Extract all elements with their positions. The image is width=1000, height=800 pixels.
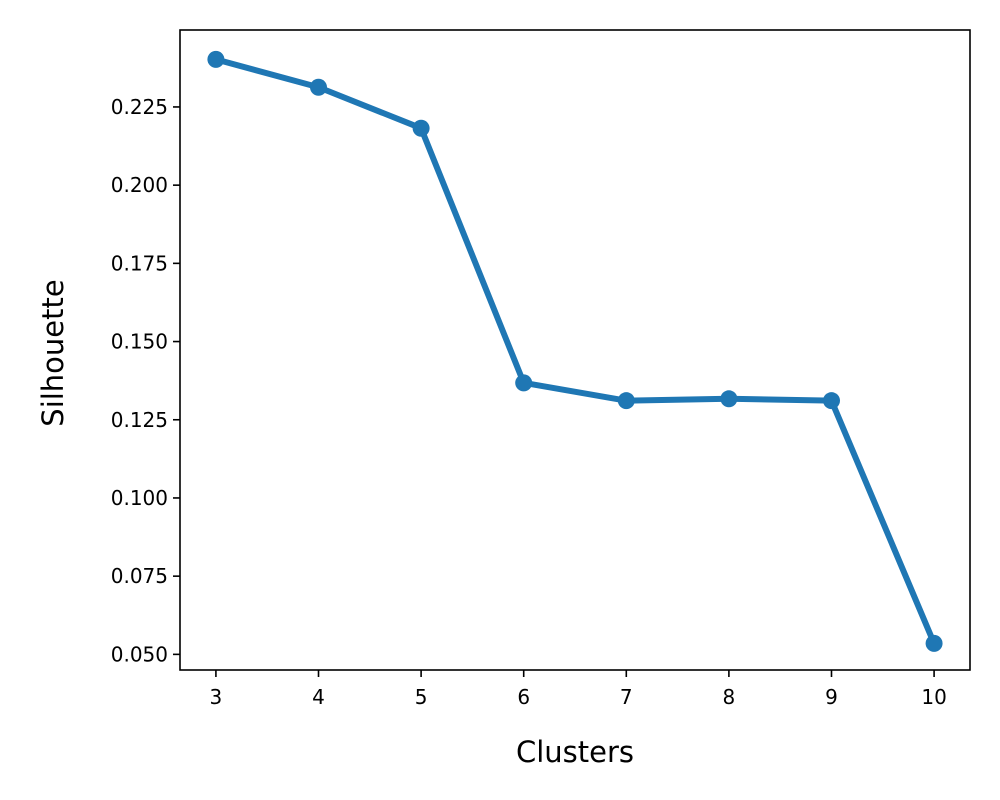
y-tick-label: 0.100	[111, 486, 168, 510]
data-point	[412, 119, 430, 137]
y-tick-label: 0.150	[111, 330, 168, 354]
y-tick-label: 0.225	[111, 95, 168, 119]
series-layer	[207, 50, 943, 652]
y-axis-ticks: 0.050 0.075 0.100 0.125 0.150 0.175 0.200 0.225	[111, 95, 180, 666]
x-axis-label: Clusters	[516, 735, 634, 769]
x-tick-label: 10	[921, 685, 946, 709]
y-tick-label: 0.125	[111, 408, 168, 432]
data-point	[925, 634, 943, 652]
x-tick-label: 6	[517, 685, 530, 709]
data-point	[617, 392, 635, 410]
data-point	[822, 392, 840, 410]
data-point	[207, 50, 225, 68]
y-tick-label: 0.200	[111, 173, 168, 197]
plot-background	[180, 30, 970, 670]
y-tick-label: 0.075	[111, 564, 168, 588]
x-tick-label: 9	[825, 685, 838, 709]
data-point	[720, 390, 738, 408]
data-point	[515, 374, 533, 392]
x-tick-label: 7	[620, 685, 633, 709]
data-point	[310, 78, 328, 96]
x-tick-label: 8	[723, 685, 736, 709]
x-tick-label: 5	[415, 685, 428, 709]
y-axis-label: Silhouette	[36, 279, 70, 426]
x-tick-label: 4	[312, 685, 325, 709]
plot-frame	[179, 29, 971, 671]
x-axis-ticks: 3 4 5 6 7 8 9 10	[210, 670, 947, 709]
y-tick-label: 0.050	[111, 642, 168, 666]
y-tick-label: 0.175	[111, 251, 168, 275]
series-line	[212, 56, 938, 647]
x-tick-label: 3	[210, 685, 223, 709]
